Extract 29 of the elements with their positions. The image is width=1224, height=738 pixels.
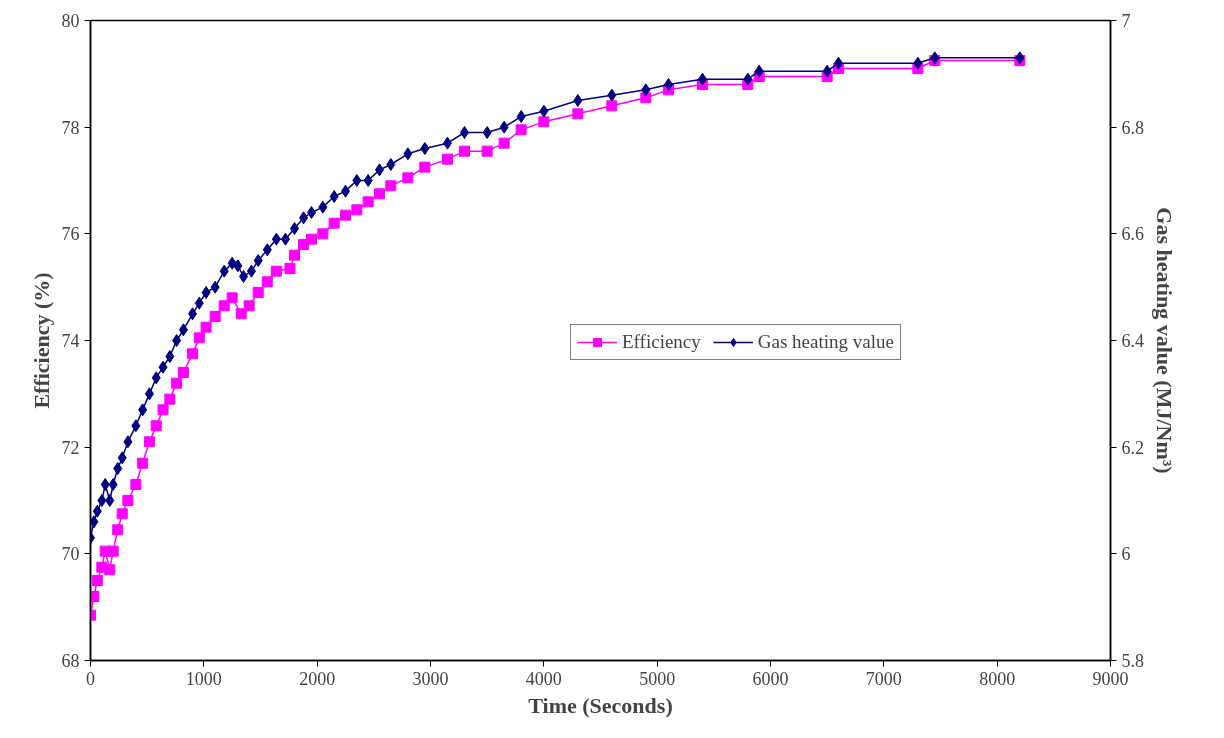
y-tick-label: 76	[61, 224, 80, 245]
y2-axis-title: Gas heating value (MJ/Nm³)	[1152, 207, 1177, 474]
y-tick-label: 80	[61, 11, 80, 31]
x-tick-label: 7000	[865, 668, 902, 689]
y2-tick-label: 6.4	[1121, 331, 1144, 351]
y2-tick-label: 6.2	[1121, 437, 1144, 458]
y2-tick-label: 7	[1121, 11, 1131, 31]
y-tick-label: 68	[61, 651, 80, 671]
x-tick-label: 3000	[412, 668, 449, 689]
y-axis-title: Efficiency (%)	[28, 272, 54, 409]
y-tick-label: 70	[61, 544, 80, 565]
x-tick-label: 2000	[299, 668, 336, 689]
y2-tick-label: 6.6	[1121, 224, 1144, 245]
y2-tick-label: 6	[1121, 544, 1131, 565]
y-tick-label: 72	[61, 437, 80, 458]
x-tick-label: 6000	[752, 668, 789, 689]
x-tick-label: 9000	[1092, 668, 1129, 689]
y-tick-label: 74	[61, 331, 80, 351]
x-tick-label: 8000	[979, 668, 1016, 689]
legend-label: Efficiency	[622, 331, 701, 353]
x-tick-label: 0	[86, 668, 95, 689]
y2-tick-label: 5.8	[1121, 651, 1144, 671]
legend-label: Gas heating value	[757, 331, 894, 353]
x-axis-title: Time (Seconds)	[528, 692, 673, 718]
x-tick-label: 5000	[639, 668, 676, 689]
y-tick-label: 78	[61, 117, 80, 138]
y2-tick-label: 6.8	[1121, 117, 1144, 138]
x-tick-label: 1000	[185, 668, 222, 689]
x-tick-label: 4000	[525, 668, 562, 689]
